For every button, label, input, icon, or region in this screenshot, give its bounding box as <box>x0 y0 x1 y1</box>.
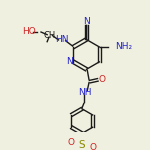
Text: O: O <box>67 138 74 147</box>
Text: O: O <box>99 75 106 84</box>
Text: NH: NH <box>78 88 91 97</box>
Text: HO: HO <box>22 27 36 36</box>
Text: N: N <box>83 16 90 26</box>
Text: S: S <box>79 140 85 150</box>
Text: HN: HN <box>55 34 69 43</box>
Text: N: N <box>67 57 73 66</box>
Text: O: O <box>90 143 97 150</box>
Text: CH: CH <box>44 31 56 40</box>
Text: NH₂: NH₂ <box>115 42 132 51</box>
